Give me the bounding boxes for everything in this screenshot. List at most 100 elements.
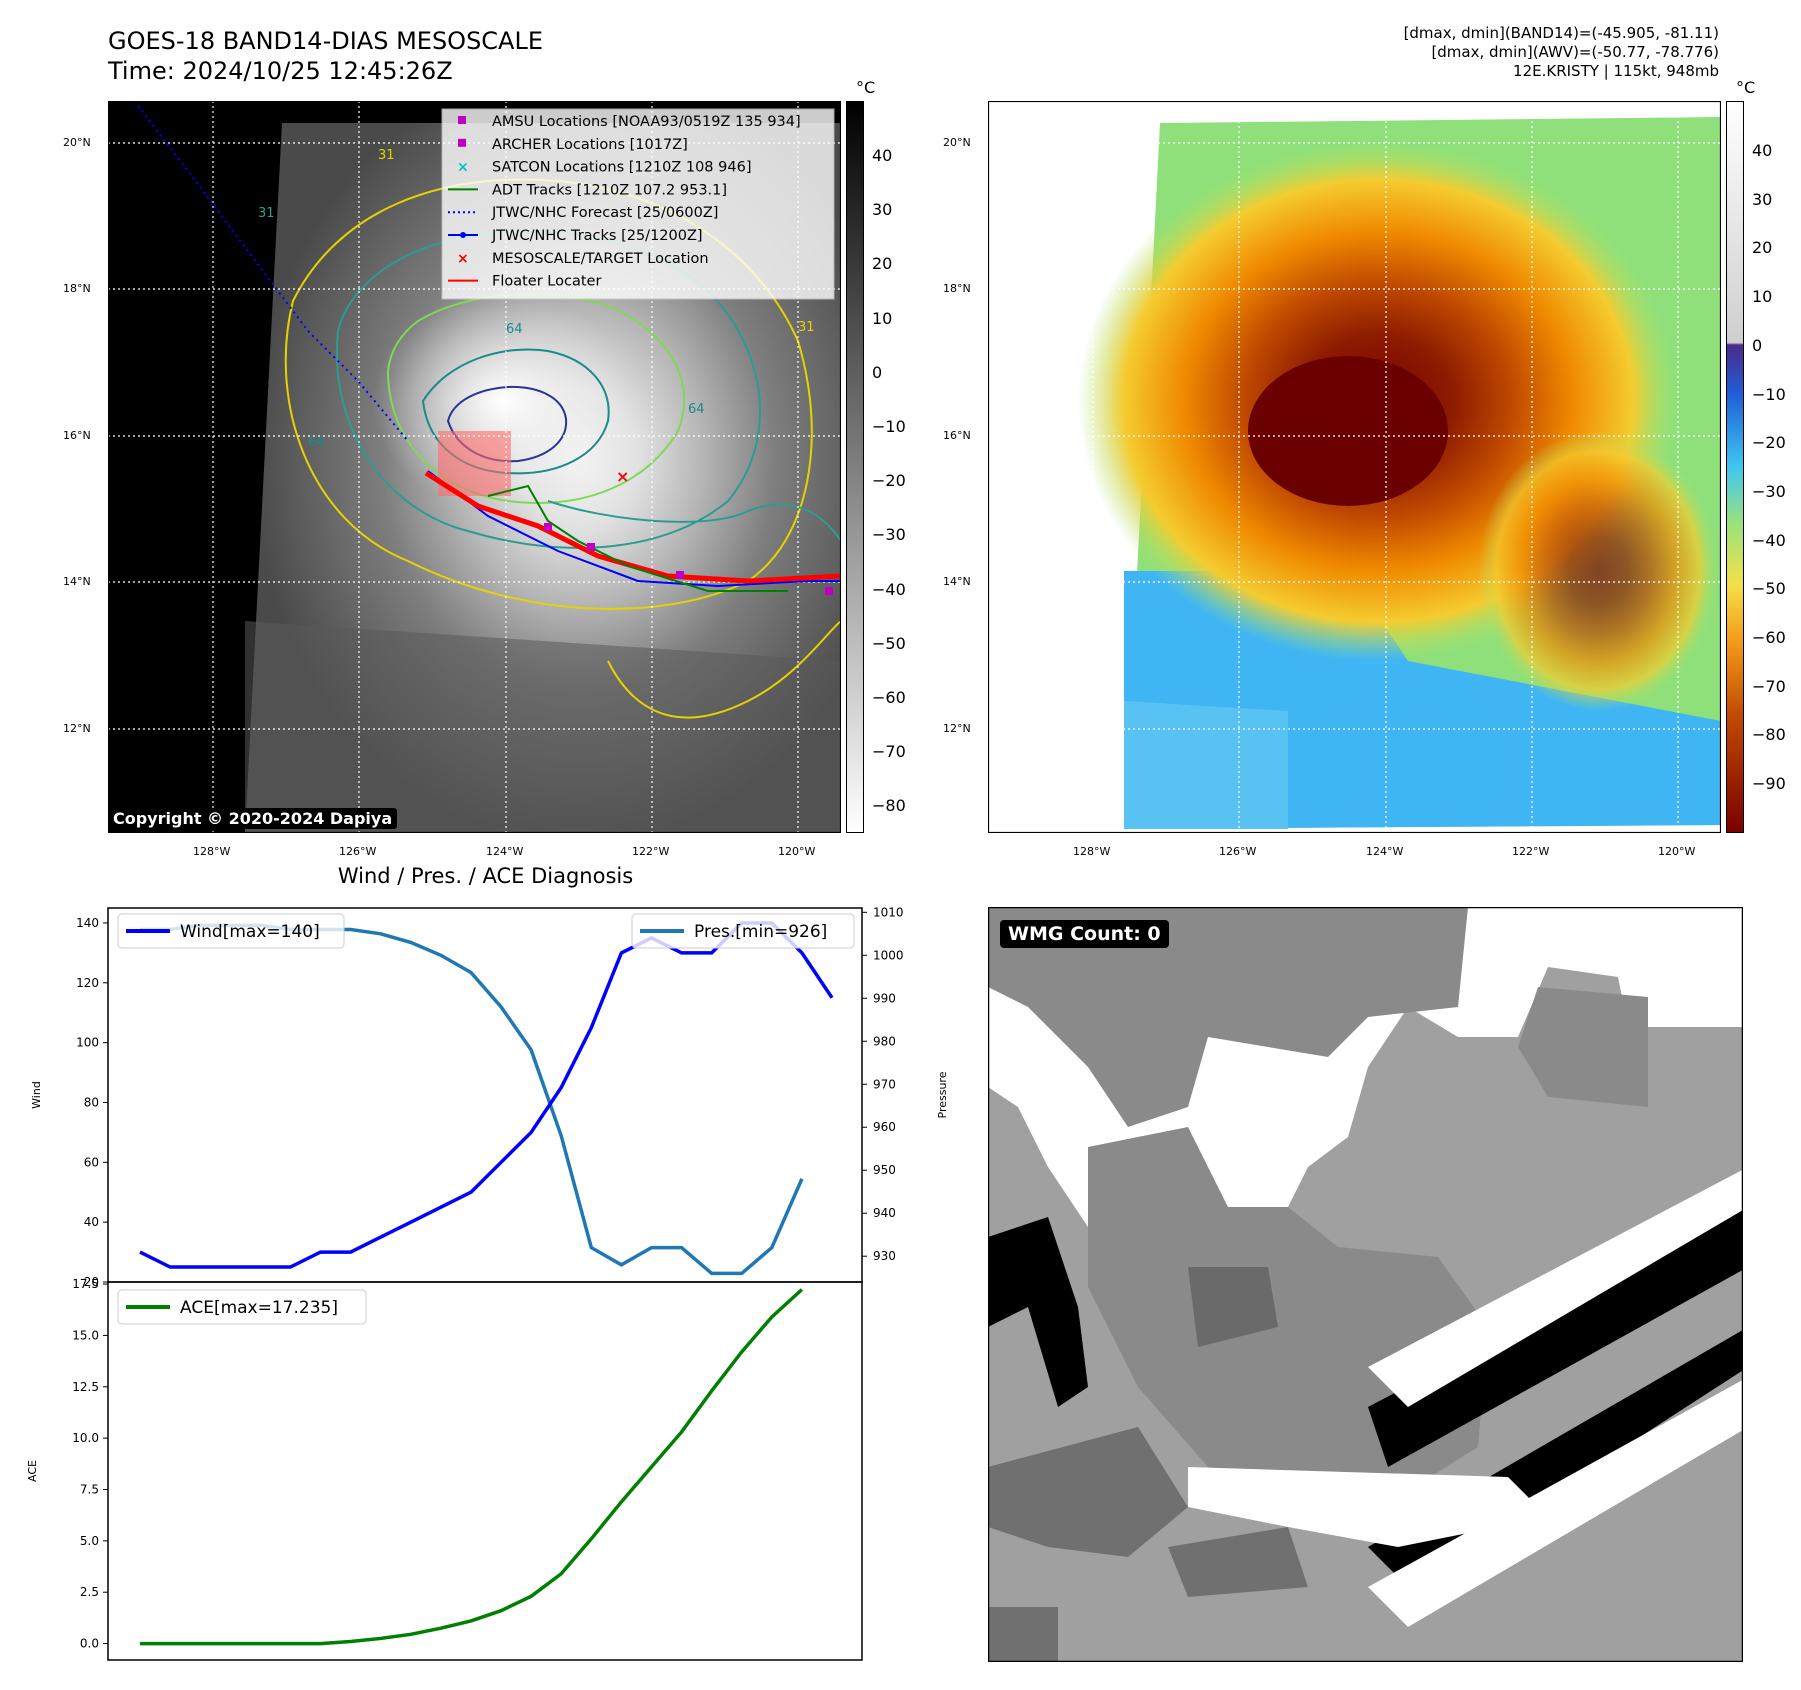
ir-map-color [988,101,1721,833]
lat-tick-label: 16°N [943,429,971,442]
colorbar-tick: −80 [1752,725,1786,745]
amsu-markers [544,523,833,595]
colorbar-tick: −50 [872,633,906,653]
legend-item: AMSU Locations [NOAA93/0519Z 135 934] [458,114,801,130]
legend-label: AMSU Locations [NOAA93/0519Z 135 934] [492,114,801,130]
legend-label: JTWC/NHC Tracks [25/1200Z] [491,228,703,244]
legend-label: ADT Tracks [1210Z 107.2 953.1] [492,182,727,198]
lon-tick-label: 122°W [1512,845,1550,858]
ace-tick-label: 7.5 [80,1482,99,1496]
legend-item: × SATCON Locations [1210Z 108 946] [457,160,751,176]
pressure-tick-label: 1000 [873,948,904,962]
lat-tick-label: 12°N [943,722,971,735]
ace-tick-label: 0.0 [80,1637,99,1651]
colorbar-tick: −20 [1752,433,1786,453]
copyright-badge: Copyright © 2020-2024 Dapiya [108,808,398,829]
wind-tick-label: 20 [84,1275,99,1289]
lat-tick-label: 18°N [943,282,971,295]
wmg-panel [988,907,1743,1662]
ir-map-grayscale: 31 64 64 64 31 31 × AMSU Locations [NOAA… [108,101,841,833]
legend-item: JTWC/NHC Forecast [25/0600Z] [448,205,718,221]
ace-tick-label: 10.0 [72,1431,99,1445]
pressure-legend-box [631,913,855,949]
svg-text:×: × [457,160,469,176]
floater-box [438,431,511,496]
adt-track [487,484,788,592]
wind-tick-label: 120 [76,976,99,990]
ace-legend: ACE[max=17.235] [180,1298,338,1318]
legend-label: Floater Locater [492,274,601,290]
colorbar-tick: −40 [1752,530,1786,550]
lon-tick-label: 124°W [1366,845,1404,858]
colorbar-tick: −60 [1752,628,1786,647]
colorbar-tick: −10 [1752,384,1786,404]
ace-axis-label: ACE [26,1460,39,1482]
colorbar-tick: 40 [1752,141,1773,160]
pressure-tick-label: 930 [873,1249,896,1263]
target-marker: × [616,467,629,486]
colorbar-tick: −20 [872,471,906,491]
colorbar-tick: 0 [872,362,883,382]
contour-label: 64 [688,402,705,417]
pressure-tick-label: 1010 [873,905,904,919]
wind-series-line [139,921,834,1269]
contour-label: 64 [506,322,523,337]
contour-label: 31 [378,148,395,163]
lat-tick-label: 16°N [63,429,91,442]
colorbar-tick: 20 [872,254,893,274]
lon-tick-label: 128°W [193,845,231,858]
bottom-plot-frame [107,1281,863,1661]
colorbar-tick: −70 [872,742,906,762]
wind-axis-label: Wind [30,1081,43,1109]
legend-item: Floater Locater [448,274,601,290]
colorbar-tick: −60 [872,688,906,707]
colorbar-grayscale [846,101,864,833]
colorbar-tick: −70 [1752,676,1786,696]
lon-tick-label: 124°W [486,845,524,858]
lat-tick-label: 12°N [63,722,91,735]
lat-tick-label: 18°N [63,282,91,295]
legend-item: JTWC/NHC Tracks [25/1200Z] [448,228,703,244]
pressure-tick-label: 950 [873,1163,896,1177]
pressure-tick-label: 970 [873,1077,896,1091]
pressure-axis-label: Pressure [936,1071,949,1118]
diagnosis-chart: 20 40 60 80 100 120 140 930 940 950 960 970 980 990 10… [26,905,949,1661]
colorbar-tick: 30 [872,200,893,220]
lon-tick-label: 126°W [1219,845,1257,858]
info-line3: 12E.KRISTY | 115kt, 948mb [1513,62,1719,80]
colorbar-tick: −30 [1752,481,1786,501]
pressure-tick-label: 960 [873,1120,896,1134]
wind-tick-label: 80 [84,1095,99,1109]
pressure-legend: Pres.[min=926] [694,922,827,942]
legend-label: SATCON Locations [1210Z 108 946] [492,160,751,176]
colorbar-tick: 20 [1752,238,1773,258]
colorbar-tick: 30 [1752,189,1773,209]
wind-tick-label: 40 [84,1215,99,1229]
lon-tick-label: 128°W [1073,845,1111,858]
wind-tick-label: 60 [84,1155,99,1169]
pressure-series-line [140,923,804,1276]
legend-item: ARCHER Locations [1017Z] [458,137,688,153]
chart-title: Wind / Pres. / ACE Diagnosis [337,864,634,888]
colorbar-tick: 40 [872,146,893,165]
title-line2: Time: 2024/10/25 12:45:26Z [108,57,453,85]
lat-tick-label: 14°N [63,575,91,588]
ace-tick-label: 12.5 [72,1380,99,1394]
colorbar-tick: −30 [872,525,906,545]
colorbar-tick: −50 [1752,579,1786,599]
colorbar-tick: 10 [872,308,893,328]
lon-tick-label: 126°W [339,845,377,858]
ace-tick-label: 5.0 [80,1534,99,1548]
title-line1: GOES-18 BAND14-DIAS MESOSCALE [108,27,544,55]
legend-item: × MESOSCALE/TARGET Location [457,251,709,267]
svg-text:×: × [457,251,469,267]
colorbar-gray-unit: °C [856,78,876,97]
floater-track [424,470,841,584]
wind-tick-label: 100 [76,1036,99,1050]
contour-label: 31 [258,206,275,221]
lat-tick-label: 14°N [943,575,971,588]
jtwc-track [427,470,841,588]
pressure-tick-label: 940 [873,1206,896,1220]
lat-tick-label: 20°N [63,136,91,149]
wind-legend: Wind[max=140] [180,922,320,942]
